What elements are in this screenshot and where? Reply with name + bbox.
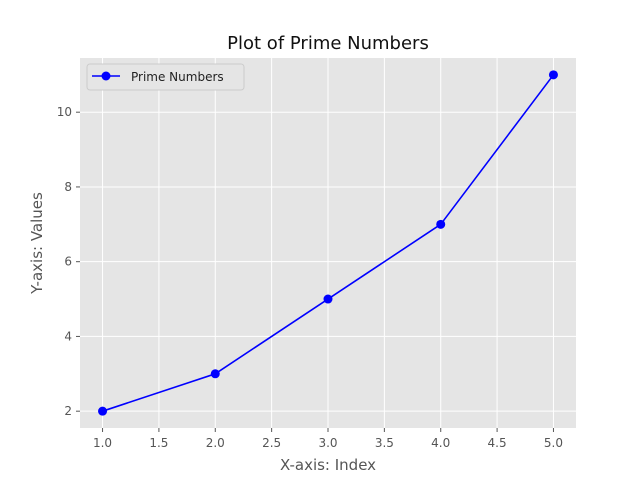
y-axis-title: Y-axis: Values bbox=[28, 192, 46, 295]
x-tick-label: 1.5 bbox=[149, 436, 168, 450]
y-tick-label: 10 bbox=[57, 105, 72, 119]
x-tick-label: 5.0 bbox=[544, 436, 563, 450]
legend-marker-sample bbox=[102, 72, 111, 81]
x-tick-label: 4.5 bbox=[488, 436, 507, 450]
legend-label: Prime Numbers bbox=[131, 70, 224, 84]
x-tick-label: 1.0 bbox=[93, 436, 112, 450]
chart-title: Plot of Prime Numbers bbox=[227, 33, 429, 54]
data-point bbox=[98, 407, 107, 416]
data-point bbox=[549, 70, 558, 79]
x-tick-label: 3.5 bbox=[375, 436, 394, 450]
x-tick-label: 2.0 bbox=[206, 436, 225, 450]
y-tick-label: 2 bbox=[64, 404, 72, 418]
data-point bbox=[211, 369, 220, 378]
y-tick-label: 4 bbox=[64, 329, 72, 343]
x-tick-label: 3.0 bbox=[318, 436, 337, 450]
y-tick-label: 8 bbox=[64, 180, 72, 194]
data-point bbox=[436, 220, 445, 229]
legend: Prime Numbers bbox=[87, 64, 244, 90]
x-tick-label: 4.0 bbox=[431, 436, 450, 450]
x-tick-label: 2.5 bbox=[262, 436, 281, 450]
y-tick-label: 6 bbox=[64, 255, 72, 269]
x-axis-title: X-axis: Index bbox=[280, 456, 376, 474]
data-point bbox=[324, 295, 333, 304]
